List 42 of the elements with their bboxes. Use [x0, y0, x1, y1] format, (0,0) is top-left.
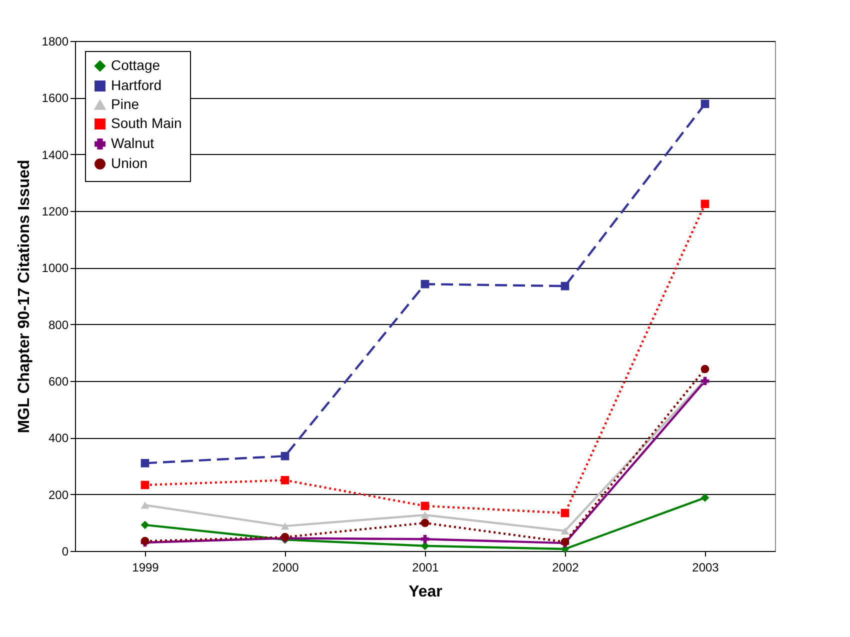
- point: [420, 502, 430, 510]
- y-tick-label: 1800: [42, 34, 69, 48]
- point: [700, 100, 710, 108]
- legend-label: Union: [111, 155, 148, 171]
- y-tick-label: 1000: [42, 261, 69, 276]
- x-tick-label: 2002: [552, 560, 580, 574]
- legend-label: Walnut: [111, 135, 154, 151]
- point: [560, 527, 570, 535]
- point: [420, 534, 430, 544]
- y-tick-label: 1400: [42, 148, 69, 162]
- point: [420, 511, 430, 519]
- point: [280, 476, 290, 484]
- x-tick-label: 2001: [412, 560, 440, 574]
- y-tick-label: 0: [62, 544, 69, 558]
- point: [140, 520, 150, 530]
- y-axis-title: MGL Chapter 90-17 Citations Issued: [16, 160, 33, 434]
- y-tick-label: 1200: [42, 204, 69, 218]
- y-tick-label: 200: [48, 488, 69, 502]
- point: [140, 501, 150, 509]
- y-tick-label: 1600: [42, 91, 69, 106]
- point: [280, 522, 290, 530]
- y-tick-label: 800: [48, 318, 69, 332]
- point: [560, 282, 570, 290]
- legend-label: Hartford: [111, 77, 162, 93]
- x-tick-label: 2000: [272, 560, 300, 574]
- point: [280, 452, 290, 460]
- y-tick-label: 600: [48, 374, 69, 388]
- legend-label: Cottage: [111, 57, 160, 73]
- point: [420, 518, 430, 528]
- legend-label: South Main: [111, 115, 182, 131]
- point: [420, 280, 430, 288]
- point: [140, 458, 150, 468]
- x-tick-label: 1999: [132, 560, 160, 574]
- point: [700, 200, 710, 208]
- y-tick-label: 400: [48, 431, 69, 446]
- legend-label: Pine: [111, 96, 140, 112]
- x-axis-title: Year: [408, 584, 442, 600]
- point: [700, 494, 710, 502]
- point: [560, 508, 570, 518]
- point: [140, 480, 150, 490]
- x-tick-label: 2003: [692, 560, 720, 574]
- point: [700, 364, 710, 374]
